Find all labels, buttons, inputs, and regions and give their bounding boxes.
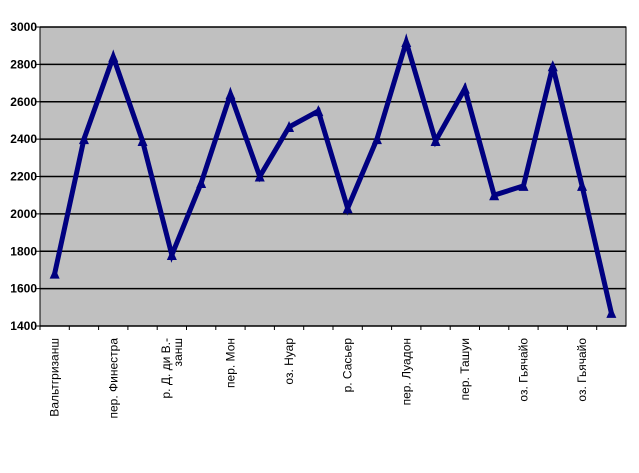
data-marker: [166, 248, 177, 260]
y-tick-label: 1400: [10, 319, 37, 333]
data-marker: [284, 120, 295, 132]
data-marker: [489, 189, 500, 201]
data-marker: [577, 179, 588, 191]
y-tick-label: 2000: [10, 207, 37, 221]
x-tick-label: р. Сасьер: [341, 338, 355, 393]
data-marker: [371, 133, 382, 145]
y-tick-label: 2400: [10, 132, 37, 146]
x-tick-label: пер. Ташуи: [458, 338, 472, 400]
x-tick-label: оз. Нуар: [282, 338, 296, 385]
data-marker: [401, 35, 412, 47]
data-marker: [108, 50, 119, 62]
data-marker: [547, 60, 558, 72]
x-tick-label: пер. Финестра: [106, 338, 120, 419]
data-marker: [49, 267, 60, 279]
data-marker: [78, 133, 89, 145]
data-marker: [342, 202, 353, 214]
data-marker: [518, 179, 529, 191]
y-tick-label: 1600: [10, 282, 37, 296]
data-marker: [225, 88, 236, 100]
data-marker: [254, 170, 265, 182]
x-tick-label: Вальтгризанш: [48, 338, 62, 417]
x-tick-label: оз. Гьячайо: [575, 338, 589, 402]
x-tick-label: р. Д. ди В.-занш: [159, 338, 185, 399]
data-marker: [137, 134, 148, 146]
data-marker: [313, 105, 324, 117]
x-tick-label: пер. Мон: [223, 338, 237, 388]
y-tick-label: 2200: [10, 170, 37, 184]
data-marker: [430, 134, 441, 146]
data-marker: [459, 82, 470, 94]
y-tick-label: 1800: [10, 244, 37, 258]
x-tick-label: пер. Луадон: [399, 338, 413, 405]
y-tick-label: 2800: [10, 57, 37, 71]
y-tick-label: 2600: [10, 95, 37, 109]
data-line: [52, 33, 614, 314]
x-tick-label: оз. Гьячайо: [516, 338, 530, 402]
y-tick-label: 3000: [10, 20, 37, 34]
data-marker: [196, 177, 207, 189]
data-marker: [606, 306, 617, 318]
